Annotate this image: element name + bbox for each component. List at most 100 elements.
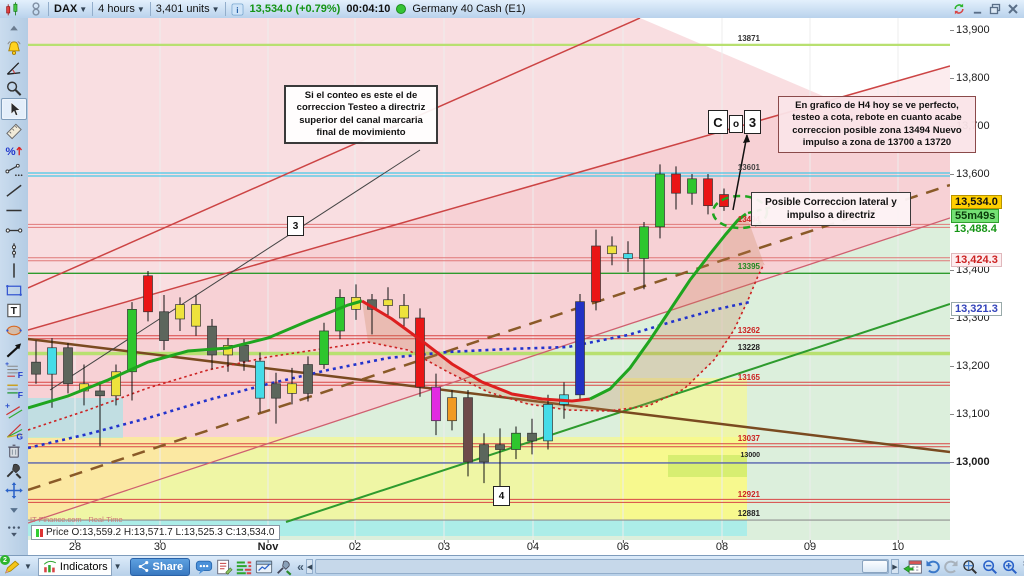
- candle-body[interactable]: [127, 309, 137, 373]
- angle-tool[interactable]: [2, 58, 26, 78]
- new-chart-window-button[interactable]: [254, 557, 274, 576]
- collapse-tool[interactable]: [2, 500, 26, 520]
- chevron-down-icon[interactable]: ▼: [24, 562, 32, 571]
- arrow-tool[interactable]: [2, 340, 26, 360]
- candle-body[interactable]: [207, 325, 217, 356]
- candle-body[interactable]: [175, 304, 185, 320]
- annotation-arrow[interactable]: [732, 134, 748, 211]
- scroll-right-button[interactable]: ▶: [891, 559, 899, 574]
- trash-tool[interactable]: [2, 440, 26, 460]
- segment-tool[interactable]: [2, 220, 26, 240]
- candle-body[interactable]: [383, 299, 393, 306]
- chevron-down-icon[interactable]: ▼: [113, 562, 122, 571]
- rectangle-tool[interactable]: [2, 280, 26, 300]
- fan-tool[interactable]: G: [2, 420, 26, 440]
- share-button[interactable]: Share: [129, 557, 191, 576]
- undo-button[interactable]: [924, 557, 942, 576]
- candle-body[interactable]: [399, 305, 409, 319]
- candle-body[interactable]: [303, 364, 313, 394]
- news-button[interactable]: [214, 557, 234, 576]
- fib-projection-tool[interactable]: F: [2, 380, 26, 400]
- wave-label-o[interactable]: o: [729, 115, 743, 133]
- scroll-up-tool[interactable]: [2, 18, 26, 38]
- wave-label-4[interactable]: 4: [493, 486, 510, 506]
- candle-body[interactable]: [463, 397, 473, 463]
- annotation-note-3[interactable]: Posible Correccion lateral y impulso a d…: [751, 192, 911, 226]
- annotation-note-1[interactable]: Si el conteo es este el de correccion Te…: [284, 85, 438, 145]
- candle-body[interactable]: [431, 386, 441, 422]
- horizontal-scrollbar[interactable]: [315, 559, 890, 574]
- wave-label-3[interactable]: 3: [287, 216, 304, 236]
- ellipse-tool[interactable]: [2, 320, 26, 340]
- date-axis[interactable]: 28 30 Nov 02 03 04 06 08 09 10: [28, 540, 1024, 556]
- zoom-out-button[interactable]: [980, 557, 1000, 576]
- candle-body[interactable]: [655, 173, 665, 228]
- green-trend-line[interactable]: [285, 303, 950, 523]
- candle-body[interactable]: [159, 311, 169, 341]
- candle-body[interactable]: [319, 330, 329, 365]
- candle-body[interactable]: [111, 371, 121, 397]
- ruler-tool[interactable]: [2, 120, 26, 140]
- close-button[interactable]: [1006, 3, 1020, 15]
- text-tool[interactable]: T: [2, 300, 26, 320]
- candle-body[interactable]: [191, 304, 201, 327]
- candlestick-chart-icon[interactable]: [0, 0, 26, 18]
- restore-button[interactable]: [988, 3, 1002, 15]
- go-to-date-button[interactable]: [902, 557, 924, 576]
- candle-body[interactable]: [639, 226, 649, 259]
- brown-dashed-directriz[interactable]: [28, 183, 950, 492]
- channel-lower-line[interactable]: [28, 217, 950, 524]
- collapse-toolbar-button[interactable]: «: [297, 559, 304, 574]
- brown-trend-line[interactable]: [28, 337, 950, 454]
- candle-body[interactable]: [31, 361, 41, 375]
- candle-body[interactable]: [63, 347, 73, 385]
- annotation-note-2[interactable]: En grafico de H4 hoy se ve perfecto, tes…: [778, 96, 976, 154]
- refresh-icon[interactable]: [952, 3, 966, 15]
- candle-body[interactable]: [575, 301, 585, 396]
- candle-body[interactable]: [623, 253, 633, 259]
- candle-body[interactable]: [591, 245, 601, 303]
- candle-body[interactable]: [287, 383, 297, 394]
- wave-label-C[interactable]: C: [708, 110, 728, 134]
- alarm-tool[interactable]: [2, 38, 26, 58]
- zoom-in-button[interactable]: [1000, 557, 1020, 576]
- vline-tool[interactable]: [2, 260, 26, 280]
- candle-body[interactable]: [47, 347, 57, 375]
- vline-points-tool[interactable]: [2, 240, 26, 260]
- settings-tool[interactable]: [2, 460, 26, 480]
- channel-tool[interactable]: [2, 400, 26, 420]
- percent-tool[interactable]: %: [2, 140, 26, 160]
- trendline-tool[interactable]: [2, 180, 26, 200]
- wave-label-3[interactable]: 3: [744, 110, 761, 134]
- candle-body[interactable]: [239, 345, 249, 362]
- candle-body[interactable]: [703, 178, 713, 207]
- hline-tool[interactable]: [2, 200, 26, 220]
- candle-body[interactable]: [527, 432, 537, 442]
- candle-body[interactable]: [511, 432, 521, 450]
- candle-body[interactable]: [143, 275, 153, 313]
- candle-body[interactable]: [687, 178, 697, 194]
- cursor-tool[interactable]: [1, 98, 27, 120]
- fib-retracement-tool[interactable]: F: [2, 360, 26, 380]
- resistance-line[interactable]: [28, 18, 641, 289]
- candle-body[interactable]: [223, 345, 233, 356]
- candle-body[interactable]: [95, 390, 105, 397]
- zoom-tool[interactable]: [2, 78, 26, 98]
- candle-body[interactable]: [719, 194, 729, 207]
- indicators-button[interactable]: Indicators: [37, 557, 112, 576]
- chat-button[interactable]: [194, 557, 214, 576]
- candle-body[interactable]: [671, 173, 681, 194]
- units-selector[interactable]: 3,401 units ▼: [153, 0, 223, 18]
- scrollbar-thumb[interactable]: [862, 560, 889, 573]
- info-icon[interactable]: i: [228, 0, 247, 18]
- candle-body[interactable]: [479, 444, 489, 463]
- scroll-left-button[interactable]: ◀: [305, 559, 314, 574]
- timeframe-selector[interactable]: 4 hours ▼: [95, 0, 148, 18]
- drawings-button[interactable]: 2: [0, 555, 22, 576]
- chart-settings-button[interactable]: [274, 557, 294, 576]
- wave-line[interactable]: [49, 149, 421, 391]
- candle-body[interactable]: [335, 297, 345, 332]
- candle-body[interactable]: [495, 444, 505, 450]
- redo-button[interactable]: [942, 557, 960, 576]
- link-windows-icon[interactable]: [26, 0, 46, 18]
